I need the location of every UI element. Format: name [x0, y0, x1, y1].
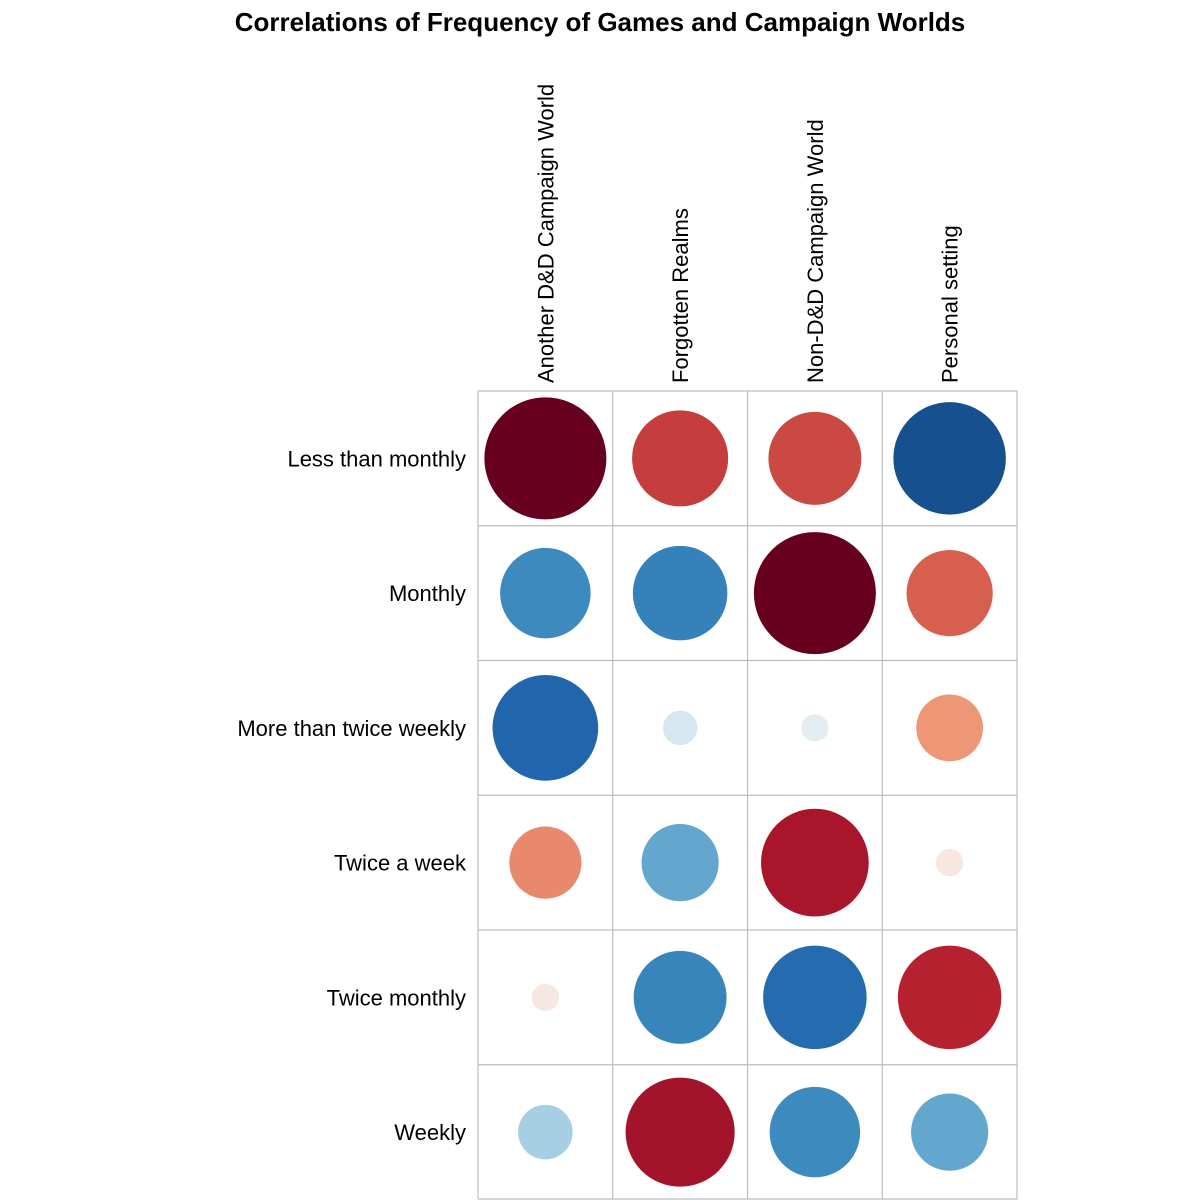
- correlation-bubble: [632, 410, 729, 507]
- correlation-bubble: [484, 397, 607, 520]
- correlation-bubble: [625, 1077, 735, 1187]
- row-label: Weekly: [394, 1120, 466, 1145]
- column-label: Non-D&D Campaign World: [803, 119, 828, 383]
- row-labels: Less than monthly Monthly More than twice …: [237, 446, 467, 1145]
- correlation-bubble: [893, 402, 1006, 515]
- correlation-bubble: [518, 1104, 573, 1160]
- correlation-bubble: [633, 950, 727, 1044]
- chart-grid: [477, 390, 1018, 1200]
- correlation-bubble: [641, 824, 719, 902]
- correlation-bubble: [801, 714, 829, 742]
- column-label: Forgotten Realms: [668, 208, 693, 383]
- row-label: Monthly: [389, 581, 466, 606]
- correlation-bubble: [632, 545, 728, 641]
- correlation-bubble: [768, 411, 862, 505]
- correlation-bubble: [531, 983, 560, 1012]
- chart-title: Correlations of Frequency of Games and C…: [235, 7, 966, 37]
- correlation-bubble: [662, 710, 698, 746]
- correlation-bubble: [763, 945, 867, 1050]
- correlation-bubble: [916, 694, 984, 762]
- correlation-bubble: [761, 808, 869, 917]
- correlation-bubble: [509, 826, 582, 899]
- row-label: Less than monthly: [287, 446, 466, 471]
- correlation-bubble: [769, 1086, 861, 1178]
- chart-bubbles: [484, 397, 1006, 1187]
- correlation-bubble: [753, 532, 876, 655]
- correlation-bubble: [492, 675, 599, 781]
- column-label: Another D&D Campaign World: [533, 84, 558, 383]
- column-label: Personal setting: [938, 225, 963, 383]
- column-labels: Another D&D Campaign World Forgotten Real…: [533, 84, 962, 383]
- correlation-bubble: [935, 848, 964, 877]
- correlation-bubble: [500, 547, 591, 639]
- correlation-bubble: [911, 1093, 989, 1171]
- correlation-bubble: [897, 945, 1002, 1050]
- row-label: Twice a week: [334, 851, 467, 876]
- row-label: More than twice weekly: [237, 716, 466, 741]
- row-label: Twice monthly: [327, 985, 466, 1010]
- correlation-bubble: [906, 549, 993, 637]
